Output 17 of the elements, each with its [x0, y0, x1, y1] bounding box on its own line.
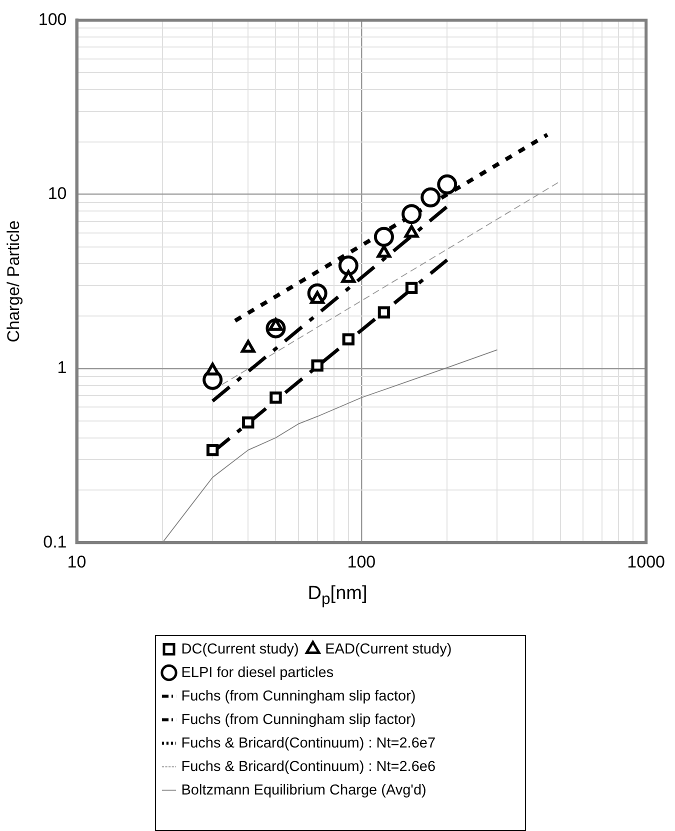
legend-label: ELPI for diesel particles: [181, 664, 334, 681]
x-axis-title: D$_{p}$[nm]: [306, 583, 368, 609]
x-tick-label: 100: [347, 552, 376, 572]
y-axis-title: Charge/ Particle: [4, 220, 23, 342]
y-tick-label: 10: [48, 184, 67, 204]
y-tick-label: 100: [38, 10, 67, 29]
x-tick-label: 10: [67, 552, 86, 572]
legend-label: DC(Current study): [181, 641, 299, 658]
legend-label: Fuchs (from Cunningham slip factor): [181, 712, 416, 728]
legend-label: Fuchs (from Cunningham slip factor): [181, 688, 416, 704]
legend-label: Fuchs & Bricard(Continuum) : Nt=2.6e7: [181, 735, 436, 752]
legend-label: Fuchs & Bricard(Continuum) : Nt=2.6e6: [181, 758, 436, 775]
x-tick-label: 1000: [627, 552, 666, 572]
legend-label: Boltzmann Equilibrium Charge (Avg'd): [181, 782, 426, 798]
y-tick-label: 0.1: [43, 532, 67, 552]
legend-label: EAD(Current study): [325, 641, 452, 658]
y-tick-label: 1: [57, 358, 67, 378]
